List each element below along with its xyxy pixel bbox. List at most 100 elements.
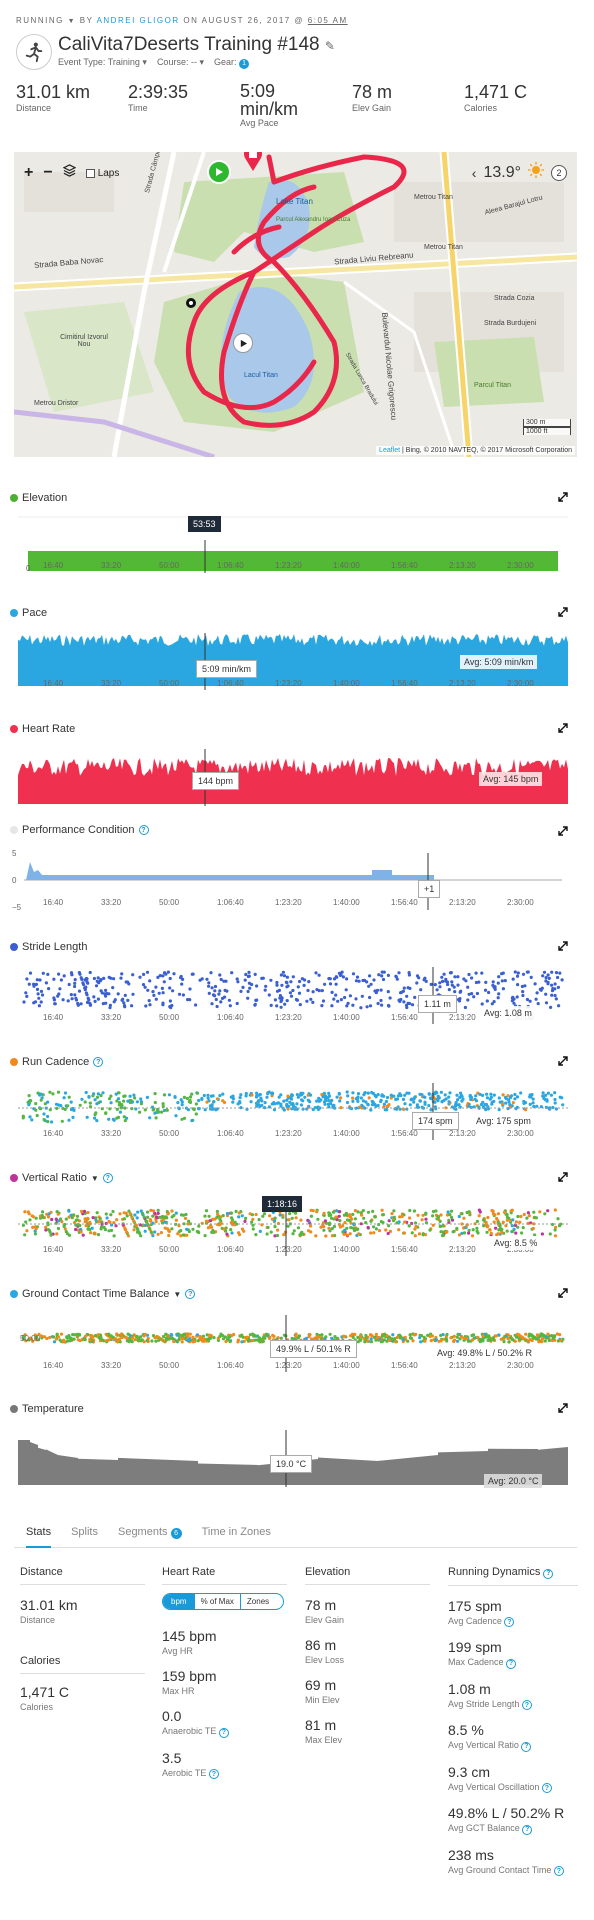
data-point <box>119 1106 123 1110</box>
expand-icon[interactable] <box>558 826 568 836</box>
data-point <box>236 1340 240 1344</box>
data-point <box>141 983 146 987</box>
data-point <box>408 1216 412 1220</box>
help-icon[interactable]: ? <box>138 825 149 835</box>
help-icon[interactable]: ? <box>521 1700 532 1710</box>
expand-icon[interactable] <box>558 1056 568 1066</box>
help-icon[interactable]: ? <box>541 1783 552 1793</box>
leaflet-link[interactable]: Leaflet <box>379 447 401 454</box>
expand-icon[interactable] <box>558 1288 568 1298</box>
route-map[interactable]: Strada Baba Novac Strada Liviu Rebreanu … <box>14 152 577 457</box>
data-point <box>218 973 222 977</box>
start-marker-icon[interactable] <box>207 160 231 184</box>
data-point <box>520 984 524 989</box>
zoom-out-button[interactable]: − <box>43 164 53 181</box>
data-point <box>361 978 365 983</box>
expand-icon[interactable] <box>558 492 568 502</box>
data-point <box>122 1115 126 1119</box>
data-point <box>153 1230 157 1234</box>
play-button[interactable] <box>233 333 253 353</box>
expand-icon[interactable] <box>558 723 568 733</box>
finish-marker-icon[interactable] <box>242 152 264 172</box>
laps-toggle[interactable]: Laps <box>85 168 119 179</box>
data-point <box>135 1230 140 1234</box>
data-point <box>410 1097 414 1101</box>
stat-item: 199 spm Max Cadence ? <box>448 1639 578 1669</box>
help-icon[interactable]: ? <box>521 1741 532 1752</box>
zoom-in-button[interactable]: + <box>24 164 34 181</box>
chart-title-performance: Performance Condition ? <box>10 824 149 836</box>
data-point <box>279 999 283 1004</box>
expand-icon[interactable] <box>558 941 568 951</box>
pace-chart[interactable]: 16:40 33:20 50:00 1:06:40 1:23:20 1:40:00 1:56… <box>18 628 568 690</box>
chevron-down-icon[interactable]: ▼ <box>173 1289 182 1299</box>
data-point <box>240 1340 244 1344</box>
x-tick-label: 50:00 <box>159 898 180 907</box>
data-point <box>421 1213 425 1217</box>
x-tick-label: 2:13:20 <box>449 1245 476 1254</box>
data-point <box>351 1096 355 1100</box>
performance-chart[interactable]: 5 0 −5 16:40 33:20 50:00 1:06:40 1:23:20 1:40… <box>12 848 568 910</box>
data-point <box>463 1005 467 1010</box>
help-icon[interactable]: ? <box>553 1866 564 1876</box>
weather-count-badge[interactable]: 2 <box>551 164 567 181</box>
data-point <box>142 1215 146 1219</box>
data-point <box>99 1093 103 1098</box>
data-point <box>296 1226 301 1230</box>
help-icon[interactable]: ? <box>218 1727 229 1738</box>
heart-rate-area <box>18 758 568 804</box>
data-point <box>122 1217 126 1221</box>
help-icon[interactable]: ? <box>543 1568 554 1579</box>
expand-icon[interactable] <box>558 1403 568 1413</box>
data-point <box>504 1101 508 1105</box>
data-point <box>346 1001 350 1005</box>
data-point <box>556 975 560 980</box>
help-icon[interactable]: ? <box>506 1658 517 1669</box>
toggle-bpm[interactable]: bpm <box>163 1594 195 1609</box>
cadence-chart[interactable]: 16:40 33:20 50:00 1:06:40 1:23:20 1:40:00 1:56… <box>18 1078 568 1140</box>
event-type[interactable]: Event Type: Training ▾ <box>58 57 147 67</box>
course[interactable]: Course: -- ▾ <box>156 57 204 67</box>
data-point <box>542 970 547 974</box>
pencil-icon[interactable]: ✎ <box>324 39 335 53</box>
data-point <box>400 1214 404 1219</box>
data-point <box>238 1096 242 1100</box>
data-point <box>27 982 31 986</box>
laps-checkbox[interactable] <box>85 168 95 178</box>
help-icon[interactable]: ? <box>185 1289 196 1299</box>
stat-label: Avg Stride Length ? <box>448 1699 578 1710</box>
tab-time-in-zones[interactable]: Time in Zones <box>201 1526 271 1538</box>
tab-segments[interactable]: Segments 6 <box>118 1524 182 1547</box>
data-point <box>480 971 484 975</box>
layers-icon[interactable] <box>62 164 77 182</box>
expand-icon[interactable] <box>558 1172 568 1182</box>
help-icon[interactable]: ? <box>504 1617 515 1627</box>
toggle-zones[interactable]: Zones <box>246 1597 270 1606</box>
data-point <box>144 1004 148 1008</box>
tab-stats[interactable]: Stats <box>26 1524 52 1548</box>
tab-splits[interactable]: Splits <box>71 1526 98 1538</box>
vertical-ratio-average: Avg: 8.5 % <box>490 1236 542 1250</box>
toggle-percent-max[interactable]: % of Max <box>195 1594 241 1609</box>
activity-title[interactable]: CaliVita7Deserts Training #148 ✎ <box>58 34 335 56</box>
gear[interactable]: Gear: 1 <box>214 57 250 69</box>
vertical-ratio-chart[interactable]: 16:40 33:20 50:00 1:06:40 1:23:20 1:40:00 1:56… <box>18 1194 568 1256</box>
help-icon[interactable]: ? <box>208 1769 219 1779</box>
help-icon[interactable]: ? <box>102 1173 113 1183</box>
chevron-down-icon[interactable]: ▼ <box>90 1173 99 1183</box>
data-point <box>553 982 557 986</box>
elevation-chart[interactable]: 0 16:40 33:20 50:00 1:06:40 1:23:20 1:40:00 1:… <box>18 515 568 575</box>
tab-segments-label: Segments <box>117 1526 168 1538</box>
help-icon[interactable]: ? <box>93 1057 104 1067</box>
data-point <box>24 991 28 995</box>
data-point <box>250 1339 254 1343</box>
stride-chart[interactable]: 16:40 33:20 50:00 1:06:40 1:23:20 1:40:00 1:56… <box>18 962 568 1024</box>
author-link[interactable]: ANDREI GLIGOR <box>96 16 180 25</box>
chevron-left-icon[interactable]: ‹ <box>471 164 477 181</box>
chevron-down-icon[interactable]: ▼ <box>67 18 77 25</box>
expand-icon[interactable] <box>558 607 568 617</box>
help-icon[interactable]: ? <box>522 1824 533 1835</box>
x-tick-label: 1:23:20 <box>275 1013 302 1022</box>
data-point <box>457 1233 462 1237</box>
data-point <box>107 1117 111 1121</box>
